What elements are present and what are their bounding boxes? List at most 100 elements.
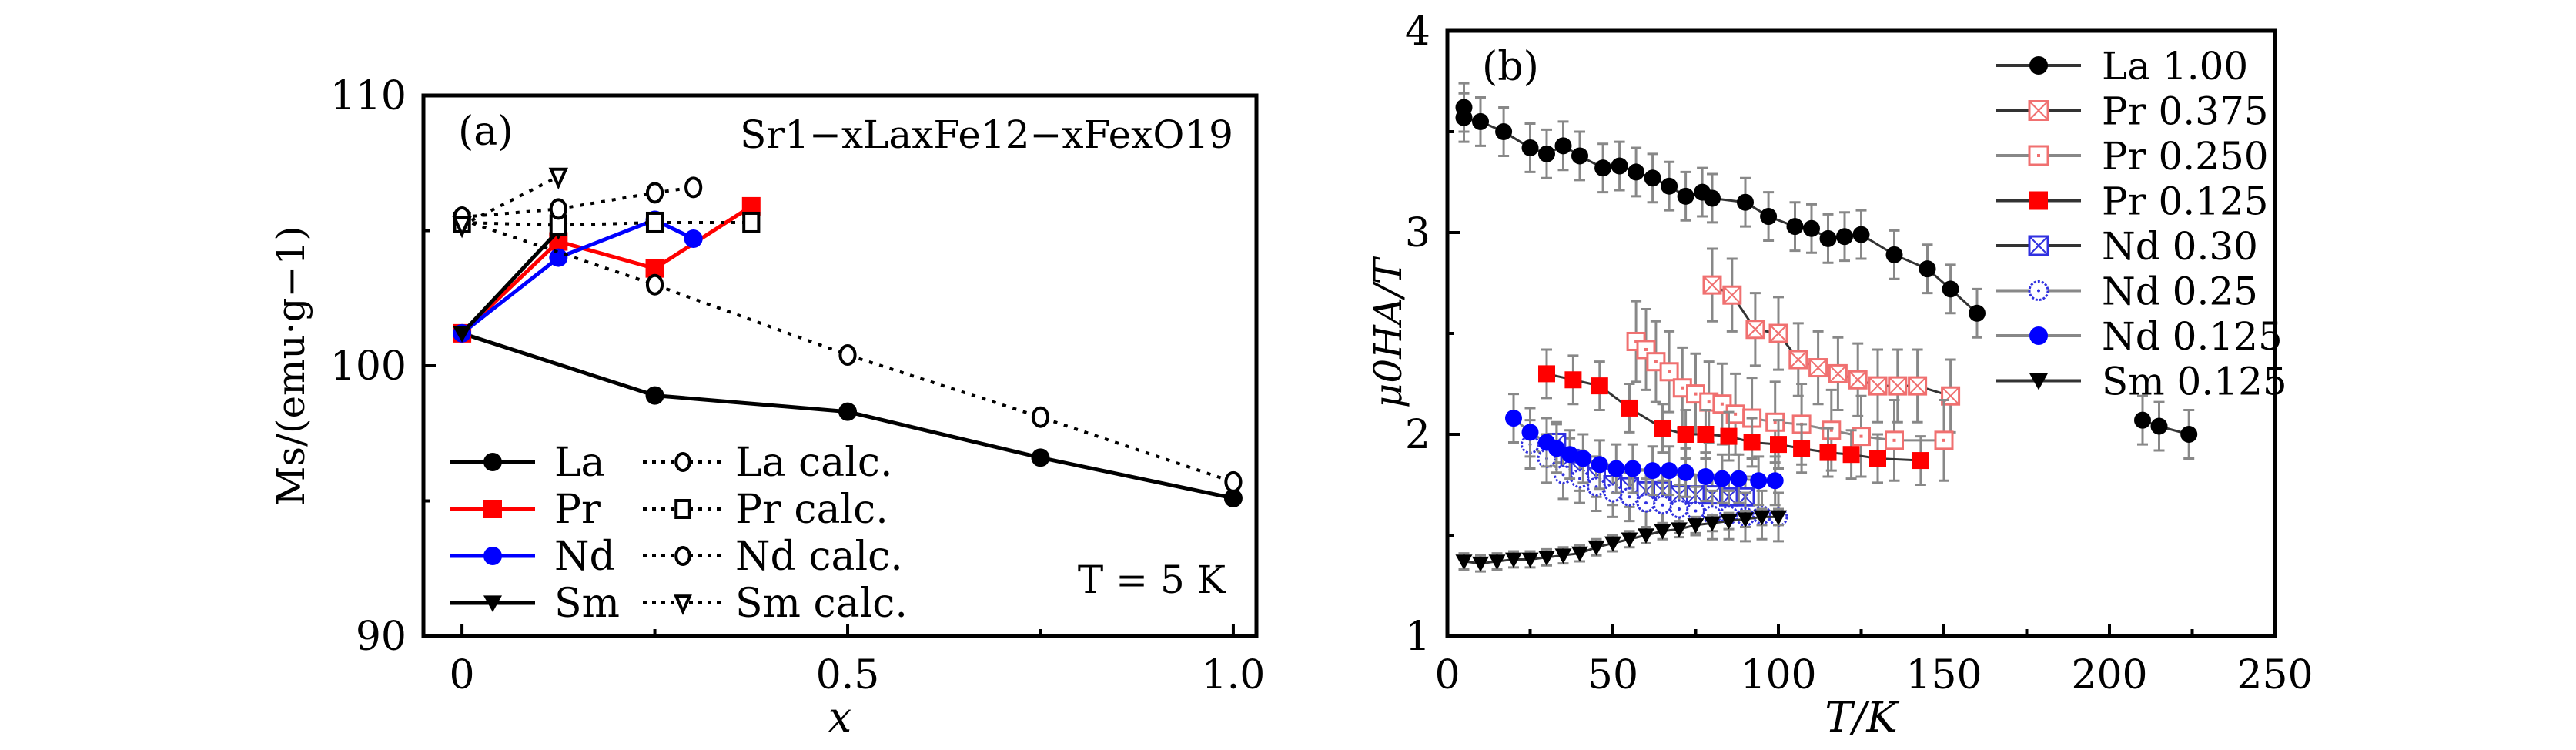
data-point [1793, 440, 1811, 457]
data-point-cross [1848, 370, 1867, 389]
legend-label: La [554, 440, 605, 486]
legend-marker [2028, 145, 2049, 166]
legend-label: Pr 0.250 [2102, 134, 2269, 179]
data-point [1628, 163, 1645, 181]
legend-marker-cross [2029, 100, 2049, 121]
y-axis-label: μ0HA/T [1366, 256, 1410, 408]
legend-label: Nd calc. [735, 534, 903, 580]
legend-marker-dot [2037, 289, 2040, 293]
data-point [1819, 229, 1837, 247]
data-point-dot [1892, 438, 1896, 442]
data-point-dot [1668, 370, 1671, 373]
legend-marker [483, 595, 502, 612]
panel-label-a: (a) [458, 109, 514, 155]
legend-label: Nd 0.125 [2102, 314, 2283, 359]
y-tick-label: 3 [1405, 210, 1430, 256]
data-point [1885, 246, 1903, 263]
data-point [1743, 434, 1761, 451]
data-point [1505, 552, 1522, 568]
data-point-dot [1578, 477, 1581, 480]
series-sm-calc- [452, 167, 569, 239]
legend-marker [483, 453, 502, 471]
data-point-dot [1720, 402, 1724, 406]
data-point [1538, 551, 1555, 566]
data-point-cross [1789, 350, 1808, 369]
legend-label: Pr 0.375 [2102, 89, 2269, 134]
x-axis-label: x [828, 693, 851, 742]
data-point [1031, 406, 1050, 428]
data-point [1644, 169, 1661, 187]
data-point-cross [1746, 320, 1765, 339]
data-point [742, 211, 761, 233]
legend-marker [2029, 373, 2048, 390]
x-tick-label: 250 [2236, 652, 2313, 698]
data-point [1704, 516, 1721, 532]
data-point [1455, 109, 1473, 126]
data-point [838, 402, 858, 421]
data-point-dot [1678, 507, 1681, 511]
x-tick-label: 100 [1740, 652, 1816, 698]
x-axis-label: T/K [1825, 693, 1899, 742]
series-sm-0-125 [1455, 507, 1787, 573]
data-point [1654, 420, 1671, 437]
data-point-cross [1703, 276, 1721, 294]
data-point [2180, 426, 2198, 443]
data-point [1604, 536, 1621, 552]
data-point-cross [1828, 364, 1848, 383]
panel-a: 90 100 110 0 0.5 1.0 x Ms/(emu·g−1) (a) Sr1−xLaxF… [269, 73, 1265, 742]
data-point [1677, 464, 1694, 481]
data-point [1737, 193, 1754, 211]
data-point-cross [1723, 286, 1741, 304]
data-point [1869, 450, 1886, 467]
data-point [645, 182, 664, 204]
legend-label: La calc. [735, 440, 892, 486]
data-point [1644, 462, 1661, 480]
x-tick-label: 0 [450, 652, 475, 698]
data-point [1587, 540, 1605, 556]
data-point [1554, 137, 1572, 155]
data-point [1803, 219, 1820, 237]
data-point [1621, 532, 1638, 548]
data-point [684, 176, 703, 199]
legend-label: Sm calc. [735, 581, 908, 627]
series-line [461, 175, 560, 227]
data-point-dot [1628, 495, 1631, 499]
legend-label: Sm 0.125 [2102, 360, 2287, 404]
data-point-dot [1707, 400, 1711, 404]
data-point [1574, 450, 1592, 467]
legend-label: Pr calc. [735, 487, 888, 533]
y-tick-label: 4 [1405, 8, 1430, 55]
data-point [1455, 554, 1473, 571]
data-point [1624, 460, 1641, 477]
legend-marker [2029, 326, 2048, 345]
legend-label: Sm [554, 581, 620, 627]
data-point [645, 211, 664, 233]
legend-label: Pr 0.125 [2102, 179, 2269, 224]
data-point [684, 229, 703, 249]
data-point-dot [1661, 503, 1664, 507]
data-point [1547, 440, 1565, 457]
data-point-dot [1654, 360, 1658, 363]
data-point [1488, 554, 1506, 571]
panel-label-b: (b) [1482, 44, 1539, 90]
data-point [1564, 371, 1582, 389]
data-point [1819, 444, 1837, 461]
data-point [1654, 524, 1671, 540]
data-point [1472, 112, 1489, 130]
data-point [1223, 488, 1243, 507]
x-tick-label: 150 [1905, 652, 1982, 698]
data-point [1521, 139, 1539, 156]
data-point [1737, 512, 1754, 528]
data-point [1661, 462, 1678, 480]
data-point [1677, 187, 1694, 205]
series-line [462, 220, 751, 227]
data-point-dot [1734, 412, 1738, 416]
data-point [1472, 556, 1489, 572]
formula-annotation: Sr1−xLaxFe12−xFexO19 [740, 112, 1233, 157]
data-point [1538, 145, 1555, 162]
y-axis-label: Ms/(emu·g−1) [269, 226, 313, 506]
legend-marker [674, 499, 691, 519]
series-nd-0-125 [1505, 393, 1784, 507]
data-point-dot [1829, 428, 1833, 432]
